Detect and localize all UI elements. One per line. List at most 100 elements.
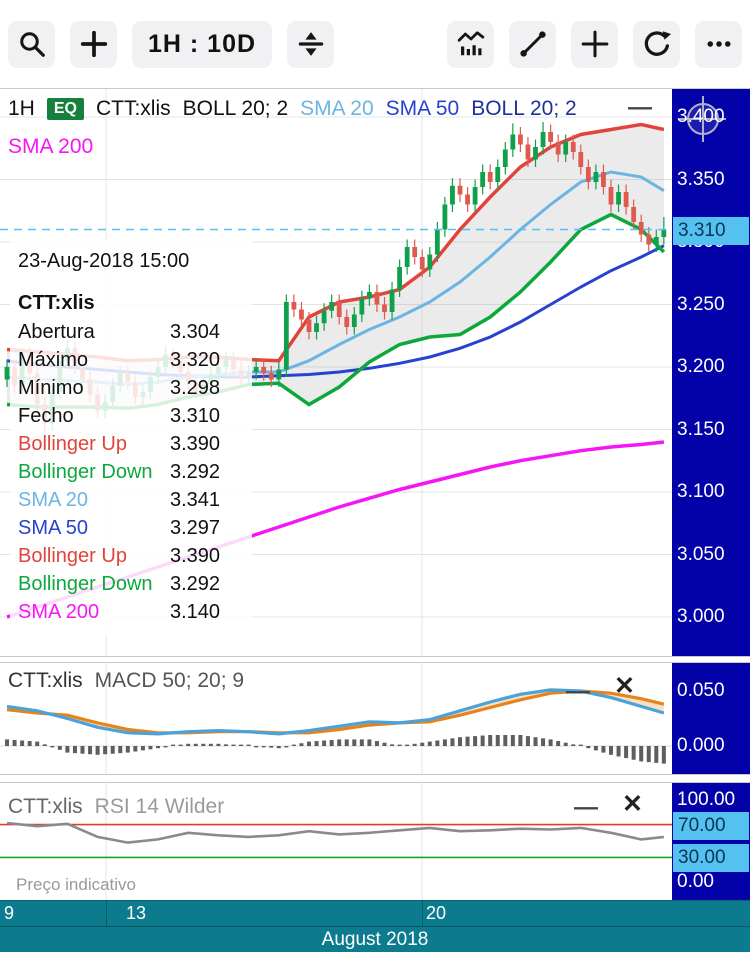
tooltip-row: Bollinger Up 3.390 <box>18 542 244 570</box>
time-tick-separator <box>422 901 423 926</box>
time-tick: 13 <box>126 903 147 923</box>
axis-label: 0.000 <box>677 735 725 756</box>
reset-scale-icon[interactable] <box>674 91 732 147</box>
crosshair-icon <box>581 30 608 58</box>
tooltip-row-value: 3.292 <box>170 460 221 483</box>
rsi-axis[interactable]: 100.00 70.00 30.00 0.00 <box>672 783 750 900</box>
more-button[interactable] <box>695 20 742 68</box>
legend-boll1[interactable]: BOLL 20; 2 <box>182 97 289 120</box>
main-chart-panel: 1H EQ CTT:xlis BOLL 20; 2 SMA 20 SMA 50 … <box>0 88 750 656</box>
tooltip-row-label: SMA 200 <box>18 600 100 623</box>
close-macd-icon[interactable]: ✕ <box>614 672 635 700</box>
axis-price-chip: 70.00 <box>673 811 749 840</box>
axis-price-chip: 30.00 <box>673 844 749 873</box>
rsi-legend-indicator[interactable]: RSI 14 Wilder <box>94 795 225 818</box>
tooltip-symbol: CTT:xlis <box>18 292 95 314</box>
tooltip-row: SMA 20 3.341 <box>18 486 244 514</box>
trend-line-icon <box>519 31 546 57</box>
panel-divider[interactable] <box>0 774 750 782</box>
macd-axis[interactable]: 0.050 0.000 <box>672 663 750 774</box>
month-axis: August 2018 <box>0 926 750 952</box>
time-axis[interactable]: 9 13 20 <box>0 900 750 926</box>
indicative-price-note: Preço indicativo <box>16 875 137 894</box>
tooltip-row: Bollinger Up 3.390 <box>18 430 244 458</box>
tooltip-row-value: 3.390 <box>170 544 221 567</box>
price-axis[interactable]: 3.4003.3503.3003.2503.2003.1503.1003.050… <box>672 89 750 656</box>
close-rsi-icon[interactable]: ✕ <box>622 790 643 818</box>
tooltip-row-value: 3.297 <box>170 516 221 539</box>
tooltip-row-label: Bollinger Up <box>18 544 127 567</box>
axis-label: 3.250 <box>677 293 725 315</box>
macd-legend: CTT:xlis MACD 50; 20; 9 <box>8 669 244 693</box>
legend-sma20[interactable]: SMA 20 <box>300 97 374 120</box>
toolbar-left-group: 1H : 10D <box>8 20 335 68</box>
tooltip-row-label: Fecho <box>18 404 74 427</box>
tooltip-row-label: Abertura <box>18 320 95 343</box>
tooltip-row: Mínimo 3.298 <box>18 374 244 402</box>
scale-icon <box>298 32 323 56</box>
toolbar: 1H : 10D <box>0 0 750 88</box>
minimize-main-panel-icon[interactable]: — <box>628 94 652 121</box>
tooltip-row: Bollinger Down 3.292 <box>18 458 244 486</box>
rsi-panel: CTT:xlis RSI 14 Wilder — ✕ Preço indicat… <box>0 782 750 900</box>
chart-style-icon <box>457 31 484 56</box>
more-icon <box>707 41 730 47</box>
macd-legend-symbol: CTT:xlis <box>8 669 83 692</box>
tooltip-row-value: 3.140 <box>170 600 221 623</box>
minimize-rsi-icon[interactable]: — <box>574 794 598 821</box>
tooltip-row-value: 3.341 <box>170 488 221 511</box>
tooltip-row-label: Bollinger Down <box>18 572 153 595</box>
legend-boll2[interactable]: BOLL 20; 2 <box>471 97 577 120</box>
eq-badge: EQ <box>46 98 84 120</box>
tooltip-row-value: 3.298 <box>170 376 221 399</box>
tooltip-row-label: SMA 50 <box>18 516 89 539</box>
time-tick-separator <box>106 901 107 926</box>
macd-chart-svg[interactable] <box>0 663 672 774</box>
axis-label: 3.350 <box>677 168 725 190</box>
tooltip-rows: Abertura 3.304 Máximo 3.320 Mínimo 3.298 Fecho… <box>18 318 244 626</box>
panel-divider[interactable] <box>0 656 750 662</box>
refresh-button[interactable] <box>633 20 680 68</box>
tooltip-row-label: Bollinger Up <box>18 432 127 455</box>
axis-label: 0.00 <box>677 871 714 892</box>
axis-label: 3.100 <box>677 481 725 502</box>
tooltip-row: Máximo 3.320 <box>18 346 244 374</box>
tooltip-row: SMA 50 3.297 <box>18 514 244 542</box>
macd-panel: CTT:xlis MACD 50; 20; 9 — ✕ 0.050 0.000 <box>0 662 750 774</box>
ohlc-tooltip: 23-Aug-2018 15:00 CTT:xlis Abertura 3.304… <box>10 240 252 636</box>
macd-chart-area[interactable]: CTT:xlis MACD 50; 20; 9 — ✕ <box>0 663 672 774</box>
main-chart-area[interactable]: 1H EQ CTT:xlis BOLL 20; 2 SMA 20 SMA 50 … <box>0 89 672 656</box>
chart-style-button[interactable] <box>447 20 494 68</box>
add-icon <box>80 30 107 58</box>
macd-legend-indicator[interactable]: MACD 50; 20; 9 <box>94 669 245 692</box>
tooltip-row: Fecho 3.310 <box>18 402 244 430</box>
tooltip-row-value: 3.292 <box>170 572 221 595</box>
month-label: August 2018 <box>321 929 429 950</box>
tooltip-row-value: 3.320 <box>170 348 221 371</box>
rsi-chart-svg[interactable] <box>0 783 672 900</box>
scale-button[interactable] <box>287 20 335 68</box>
add-button[interactable] <box>70 20 117 68</box>
legend-sma200[interactable]: SMA 200 <box>8 135 94 158</box>
tooltip-row-label: SMA 20 <box>18 488 89 511</box>
tooltip-datetime: 23-Aug-2018 15:00 <box>18 250 190 272</box>
legend-interval: 1H <box>8 97 35 120</box>
rsi-chart-area[interactable]: CTT:xlis RSI 14 Wilder — ✕ Preço indicat… <box>0 783 672 900</box>
timeframe-button[interactable]: 1H : 10D <box>132 20 273 68</box>
minimize-macd-icon[interactable]: — <box>566 678 590 705</box>
bottom-spacer <box>0 952 750 958</box>
crosshair-button[interactable] <box>571 20 618 68</box>
rsi-legend: CTT:xlis RSI 14 Wilder <box>8 795 224 819</box>
legend-symbol: CTT:xlis <box>95 97 171 120</box>
axis-label: 3.200 <box>677 356 725 377</box>
axis-label: 3.150 <box>677 418 725 440</box>
refresh-icon <box>644 31 671 56</box>
axis-price-chip: 3.310 <box>673 216 749 245</box>
axis-label: 0.050 <box>677 680 725 701</box>
tooltip-row: SMA 200 3.140 <box>18 598 244 626</box>
trend-line-button[interactable] <box>509 20 556 68</box>
axis-label: 100.00 <box>677 789 736 810</box>
tooltip-row-value: 3.304 <box>170 320 221 343</box>
legend-sma50[interactable]: SMA 50 <box>385 97 460 120</box>
search-button[interactable] <box>8 20 55 68</box>
